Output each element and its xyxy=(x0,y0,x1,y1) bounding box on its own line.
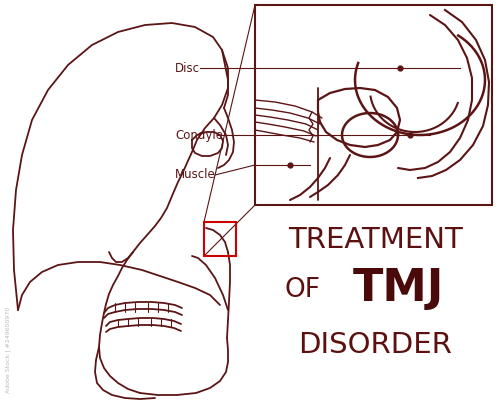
Bar xyxy=(204,222,236,256)
Text: DISORDER: DISORDER xyxy=(298,331,452,359)
Text: Muscle: Muscle xyxy=(175,168,216,182)
Text: TMJ: TMJ xyxy=(352,267,444,310)
Text: Adobe Stock | #249650970: Adobe Stock | #249650970 xyxy=(5,307,11,393)
Bar xyxy=(255,5,492,205)
Text: Condyle: Condyle xyxy=(175,128,223,142)
Text: OF: OF xyxy=(284,277,320,303)
Text: Disc: Disc xyxy=(175,61,200,75)
Text: TREATMENT: TREATMENT xyxy=(288,226,463,254)
